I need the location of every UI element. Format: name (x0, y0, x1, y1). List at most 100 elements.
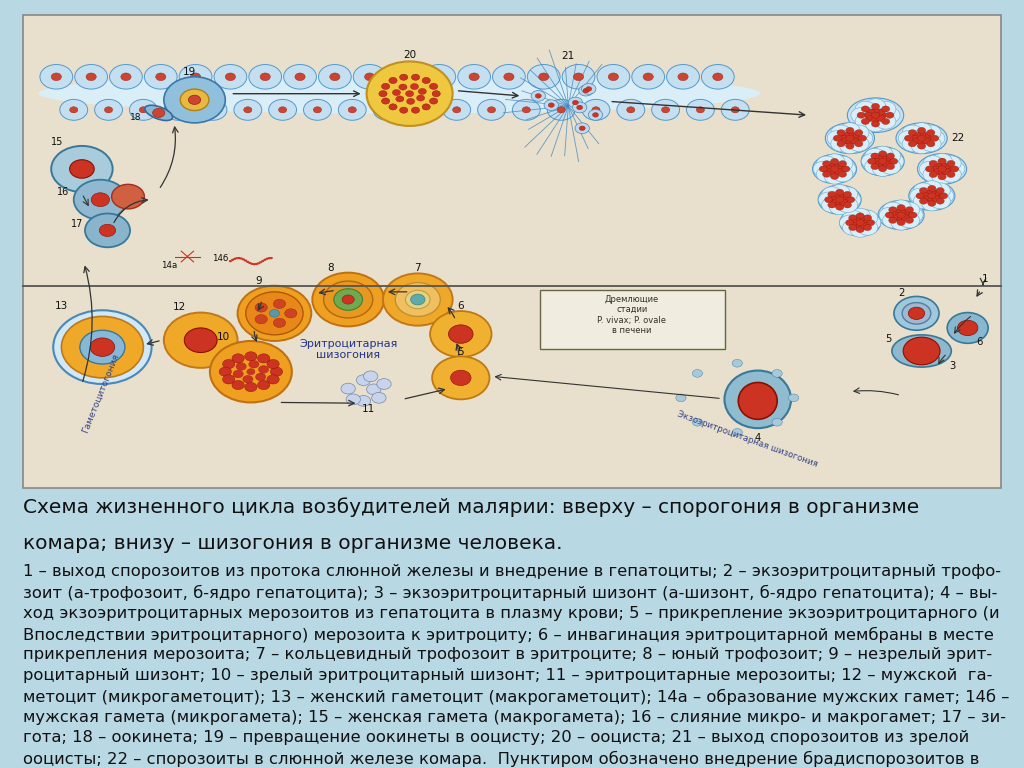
Circle shape (258, 366, 268, 373)
Circle shape (883, 213, 903, 228)
Circle shape (233, 258, 237, 260)
Circle shape (830, 197, 839, 203)
Circle shape (932, 161, 952, 177)
Circle shape (939, 193, 947, 199)
Circle shape (852, 222, 860, 228)
Circle shape (840, 127, 860, 142)
Circle shape (70, 160, 94, 178)
Circle shape (924, 190, 932, 197)
Circle shape (850, 132, 858, 138)
Circle shape (936, 164, 956, 180)
Circle shape (179, 65, 212, 89)
Circle shape (732, 359, 742, 367)
Circle shape (938, 161, 958, 177)
Circle shape (249, 360, 259, 368)
Circle shape (872, 161, 893, 177)
Circle shape (830, 174, 839, 180)
Circle shape (243, 376, 253, 383)
Circle shape (430, 311, 492, 357)
Circle shape (813, 161, 834, 177)
Circle shape (902, 207, 923, 223)
Circle shape (836, 127, 856, 143)
Circle shape (870, 164, 879, 170)
Circle shape (928, 197, 936, 203)
Circle shape (880, 207, 900, 223)
Circle shape (214, 65, 247, 89)
Circle shape (897, 220, 905, 226)
Circle shape (936, 198, 944, 204)
Circle shape (905, 131, 926, 146)
Text: Дремлющие
стадии
P. vivax; P. ovale
в печени: Дремлющие стадии P. vivax; P. ovale в пе… (597, 295, 667, 335)
Ellipse shape (818, 185, 861, 214)
Circle shape (222, 359, 234, 369)
Circle shape (824, 161, 845, 177)
Circle shape (662, 107, 670, 113)
Circle shape (395, 96, 403, 102)
Circle shape (860, 217, 868, 223)
Circle shape (846, 127, 854, 134)
Circle shape (364, 371, 378, 382)
Circle shape (843, 210, 863, 226)
Circle shape (244, 260, 247, 262)
Circle shape (346, 394, 360, 405)
Circle shape (267, 359, 280, 369)
Circle shape (840, 215, 860, 230)
Text: 20: 20 (403, 50, 416, 61)
Text: 18: 18 (130, 113, 142, 122)
Circle shape (341, 383, 355, 394)
Circle shape (851, 220, 859, 226)
Circle shape (957, 320, 978, 336)
Circle shape (246, 292, 303, 335)
Circle shape (273, 318, 286, 327)
Circle shape (651, 99, 680, 121)
Circle shape (886, 112, 894, 118)
Circle shape (844, 191, 852, 197)
Circle shape (836, 189, 844, 195)
Circle shape (348, 107, 356, 113)
Circle shape (857, 210, 878, 226)
Circle shape (429, 98, 437, 104)
Circle shape (928, 200, 936, 207)
Text: прикрепления мерозоита; 7 – кольцевидный трофозоит в эритроците; 8 – юный трофоз: прикрепления мерозоита; 7 – кольцевидный… (23, 647, 991, 663)
Circle shape (891, 207, 911, 223)
Circle shape (926, 186, 946, 201)
Circle shape (432, 91, 440, 97)
Circle shape (392, 90, 400, 96)
Ellipse shape (909, 181, 955, 210)
Circle shape (944, 166, 952, 172)
FancyBboxPatch shape (23, 15, 1001, 488)
Circle shape (696, 107, 705, 113)
Circle shape (379, 91, 387, 97)
Circle shape (539, 73, 549, 81)
Circle shape (871, 108, 880, 114)
Ellipse shape (861, 147, 904, 176)
Circle shape (938, 158, 946, 164)
Circle shape (572, 102, 587, 113)
Circle shape (850, 215, 870, 230)
Circle shape (353, 65, 386, 89)
Circle shape (906, 127, 927, 143)
Circle shape (59, 99, 88, 121)
Text: 14а: 14а (161, 261, 177, 270)
Circle shape (536, 94, 542, 98)
Circle shape (840, 135, 848, 141)
Circle shape (821, 197, 842, 213)
Circle shape (251, 263, 254, 265)
Circle shape (844, 134, 864, 149)
Circle shape (842, 166, 850, 172)
Circle shape (922, 184, 942, 200)
Circle shape (395, 283, 440, 316)
Circle shape (877, 156, 897, 171)
Circle shape (562, 65, 595, 89)
Circle shape (860, 111, 881, 126)
Circle shape (831, 199, 840, 205)
Circle shape (830, 125, 851, 141)
Circle shape (918, 143, 926, 149)
Circle shape (878, 154, 898, 169)
Circle shape (247, 369, 255, 375)
Circle shape (897, 204, 905, 210)
Circle shape (822, 171, 830, 177)
Circle shape (407, 98, 415, 104)
Circle shape (731, 107, 739, 113)
Circle shape (824, 165, 845, 180)
